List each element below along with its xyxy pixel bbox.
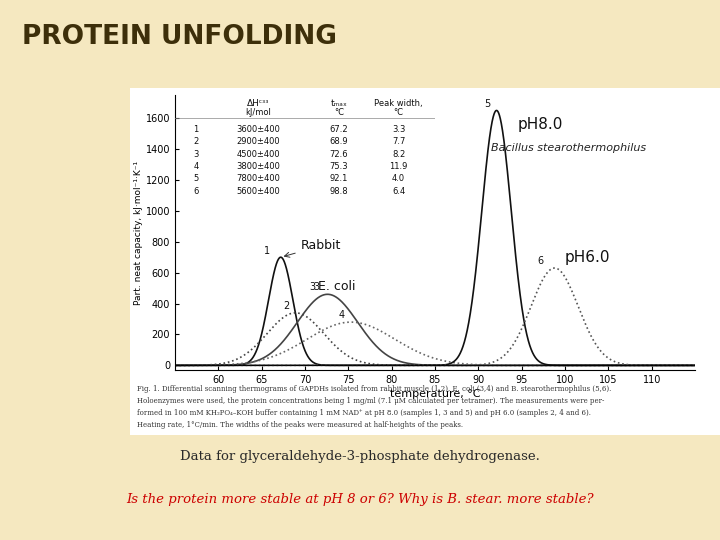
Text: Is the protein more stable at pH 8 or 6? Why is B. stear. more stable?: Is the protein more stable at pH 8 or 6?… — [126, 493, 594, 506]
Text: 4: 4 — [338, 310, 344, 320]
Text: Heating rate, 1°C/min. The widths of the peaks were measured at half-heights of : Heating rate, 1°C/min. The widths of the… — [138, 421, 464, 429]
Text: E. coli: E. coli — [318, 280, 356, 293]
Text: pH6.0: pH6.0 — [565, 250, 611, 265]
Text: Holoenzymes were used, the protein concentrations being 1 mg/ml (7.1 μM calculat: Holoenzymes were used, the protein conce… — [138, 397, 605, 405]
Text: pH8.0: pH8.0 — [518, 117, 563, 132]
Y-axis label: Part. neat capacity, kJ·mol⁻¹·K⁻¹: Part. neat capacity, kJ·mol⁻¹·K⁻¹ — [134, 160, 143, 305]
Text: 3: 3 — [313, 282, 320, 292]
X-axis label: temperature, °C: temperature, °C — [390, 389, 480, 399]
Text: Bacillus stearothermophilus: Bacillus stearothermophilus — [491, 143, 647, 153]
Text: Data for glyceraldehyde-3-phosphate dehydrogenase.: Data for glyceraldehyde-3-phosphate dehy… — [180, 450, 540, 463]
Text: 5: 5 — [484, 99, 490, 109]
Text: 2: 2 — [283, 301, 289, 310]
Text: formed in 100 mM KH₂PO₄–KOH buffer containing 1 mM NAD⁺ at pH 8.0 (samples 1, 3 : formed in 100 mM KH₂PO₄–KOH buffer conta… — [138, 409, 591, 417]
Text: 1: 1 — [264, 246, 270, 255]
Text: Fig. 1. Differential scanning thermograms of GAPDHs isolated from rabbit muscle : Fig. 1. Differential scanning thermogram… — [138, 385, 611, 393]
Text: Rabbit: Rabbit — [284, 240, 341, 257]
Text: 6: 6 — [538, 256, 544, 266]
Text: 3: 3 — [310, 282, 315, 292]
Text: PROTEIN UNFOLDING: PROTEIN UNFOLDING — [22, 24, 337, 50]
